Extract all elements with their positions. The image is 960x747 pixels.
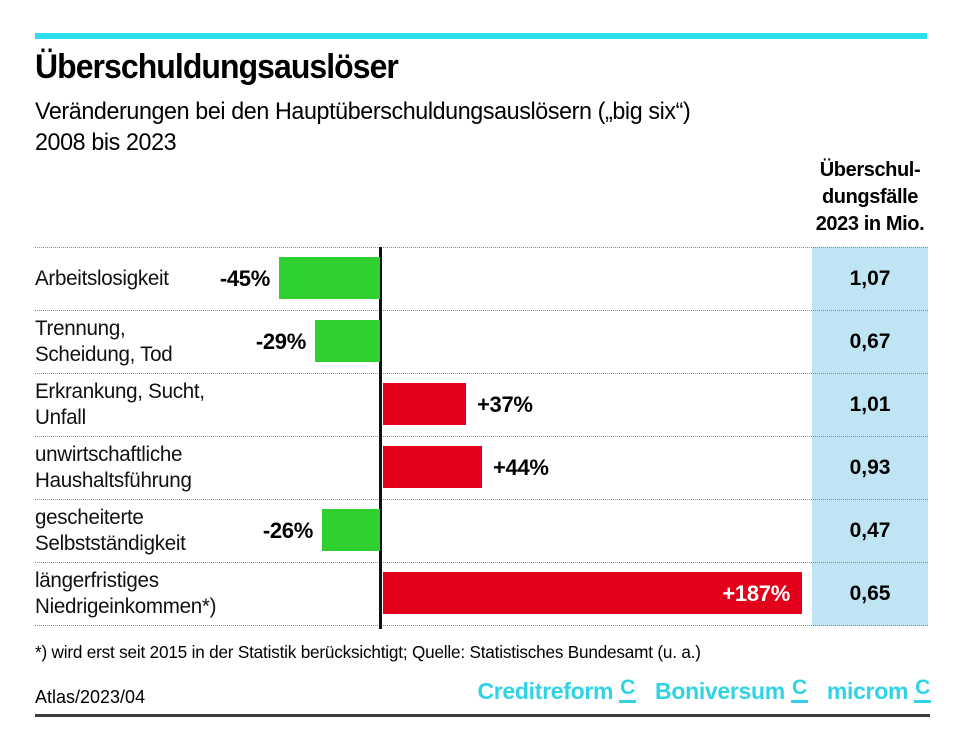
cases-header-line-3: 2023 in Mio.	[815, 213, 925, 235]
cases-header-line-2: dungsfälle	[821, 186, 918, 208]
subtitle-line-2: 2008 bis 2023	[35, 129, 177, 156]
row-separator	[35, 625, 928, 626]
row-separator	[35, 436, 928, 437]
category-label: Arbeitslosigkeit	[35, 266, 169, 290]
change-bar	[315, 320, 380, 362]
category-label: Erkrankung, Sucht, Unfall	[35, 379, 205, 429]
cases-column-header: Überschul-dungsfälle 2023 in Mio.	[806, 157, 934, 238]
zero-axis-line	[379, 247, 382, 629]
cases-header-line-1: Überschul-	[819, 159, 921, 181]
cases-value: 1,07	[849, 266, 891, 290]
creditreform-logo-text: Creditreform	[477, 678, 614, 704]
change-bar	[322, 509, 380, 551]
cases-value: 0,67	[849, 329, 891, 353]
cases-value: 1,01	[849, 392, 891, 416]
page-title: Überschuldungsauslöser	[35, 48, 399, 86]
bar-chart: Arbeitslosigkeit -45% 1,07 Trennung, Sch…	[35, 247, 928, 631]
subtitle-line-1: Veränderungen bei den Hauptüberschuldung…	[35, 98, 691, 125]
chart-row: Trennung, Scheidung, Tod -29% 0,67	[35, 310, 928, 373]
boniversum-logo-text: Boniversum	[655, 678, 785, 704]
cases-value: 0,47	[849, 518, 891, 542]
category-label: gescheiterte Selbstständigkeit	[35, 505, 186, 555]
chart-row: unwirtschaftliche Haushaltsführung +44% …	[35, 436, 928, 499]
chart-row: Arbeitslosigkeit -45% 1,07	[35, 247, 928, 310]
row-separator	[35, 373, 928, 374]
change-value-label: -26%	[262, 517, 313, 543]
change-bar	[279, 257, 380, 299]
chart-row: längerfristiges Niedrigeinkommen*) +187%…	[35, 562, 928, 625]
cases-value: 0,93	[849, 455, 891, 479]
category-label: längerfristiges Niedrigeinkommen*)	[35, 568, 217, 618]
brand-logos: Creditreform C Boniversum C microm C	[477, 676, 931, 705]
boniversum-logo: Boniversum C	[655, 676, 808, 705]
category-label: unwirtschaftliche Haushaltsführung	[35, 442, 192, 492]
chart-row: gescheiterte Selbstständigkeit -26% 0,47	[35, 499, 928, 562]
chart-row: Erkrankung, Sucht, Unfall +37% 1,01	[35, 373, 928, 436]
row-separator	[35, 499, 928, 500]
change-bar	[383, 383, 466, 425]
change-bar	[383, 572, 802, 614]
row-separator	[35, 247, 928, 248]
row-separator	[35, 310, 928, 311]
change-value-label: -29%	[255, 328, 306, 354]
creditreform-logo: Creditreform C	[477, 676, 636, 705]
boniversum-c-icon: C	[790, 676, 808, 703]
microm-logo: microm C	[826, 676, 931, 705]
change-bar	[383, 446, 482, 488]
creditreform-c-icon: C	[619, 676, 636, 703]
change-value-label: +37%	[477, 391, 533, 417]
microm-c-icon: C	[914, 676, 931, 703]
change-value-label: +187%	[722, 580, 790, 606]
source-id: Atlas/2023/04	[35, 687, 146, 707]
footnote: *) wird erst seit 2015 in der Statistik …	[35, 642, 701, 662]
top-accent-bar	[35, 33, 927, 39]
microm-logo-text: microm	[826, 678, 909, 704]
subtitle: Veränderungen bei den Hauptüberschuldung…	[35, 96, 691, 158]
category-label: Trennung, Scheidung, Tod	[35, 316, 173, 366]
row-separator	[35, 562, 928, 563]
bottom-rule	[35, 714, 930, 717]
change-value-label: +44%	[493, 454, 549, 480]
cases-value: 0,65	[849, 581, 891, 605]
change-value-label: -45%	[219, 265, 270, 291]
